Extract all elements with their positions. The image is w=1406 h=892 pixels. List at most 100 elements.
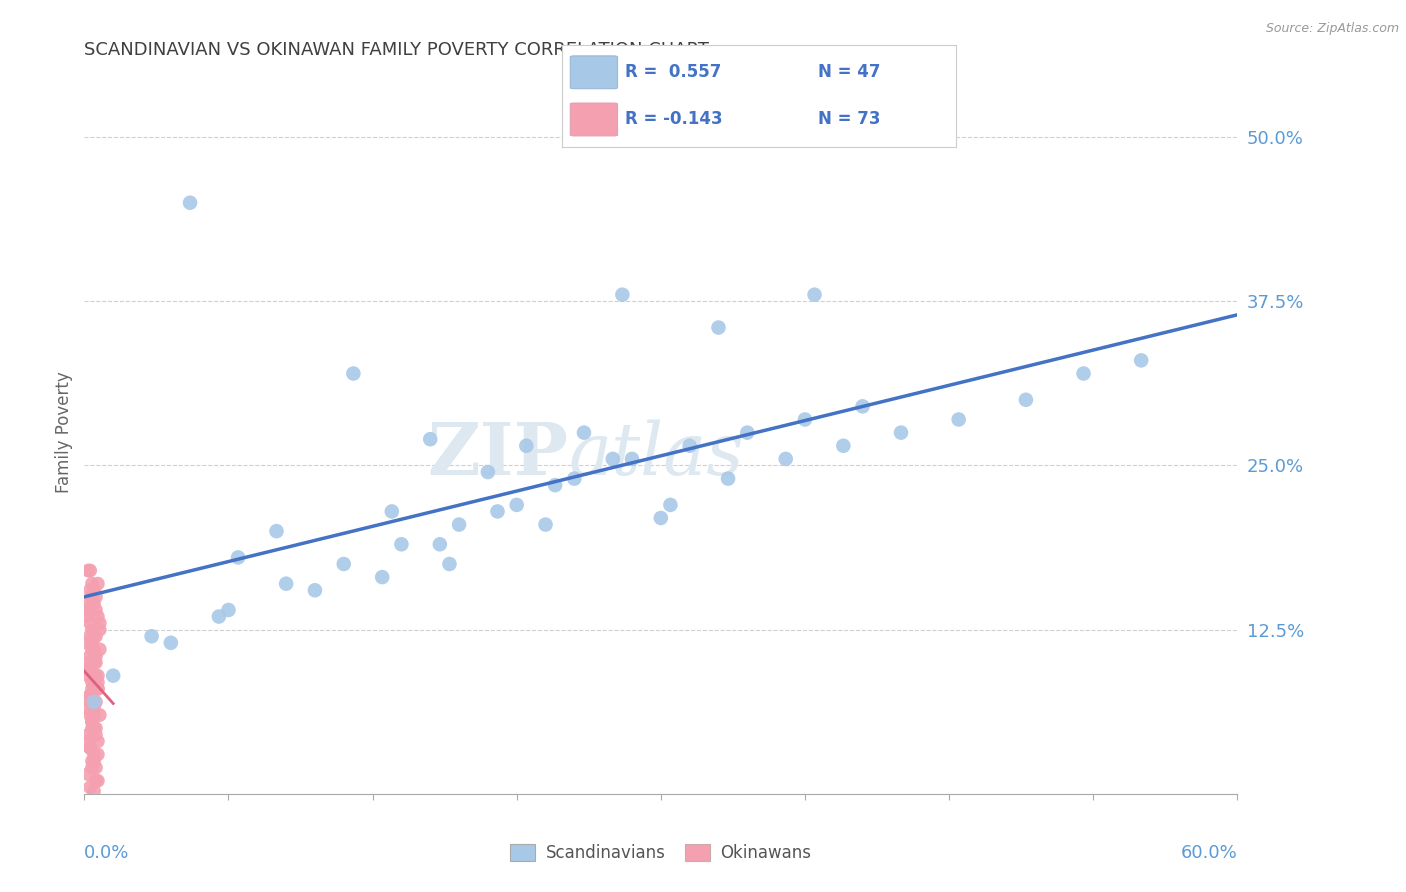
Point [544,478,567,492]
Point [439,557,461,571]
Point [77,767,100,781]
Point [77,734,100,748]
Point [79,564,101,578]
Point [80,576,103,591]
Point [83,721,105,735]
Point [80,714,103,729]
Point [80,681,103,696]
Point [208,609,231,624]
Point [79,648,101,663]
Text: N = 47: N = 47 [818,63,880,81]
Point [83,754,105,768]
Point [75,636,97,650]
Point [1130,353,1153,368]
Point [794,412,817,426]
Point [84,668,107,682]
Point [79,689,101,703]
FancyBboxPatch shape [571,56,617,88]
Point [79,583,101,598]
Point [84,695,107,709]
Point [304,583,326,598]
Text: ZIP: ZIP [427,419,568,490]
Point [650,511,672,525]
Point [84,721,107,735]
Point [449,517,471,532]
Point [429,537,451,551]
Point [83,784,105,798]
Point [89,642,111,657]
Point [852,400,875,414]
Text: atlas: atlas [568,419,744,490]
Point [87,773,110,788]
Text: Source: ZipAtlas.com: Source: ZipAtlas.com [1265,22,1399,36]
Point [79,708,101,723]
Point [83,701,105,715]
Point [84,648,107,663]
Point [141,629,163,643]
Point [602,451,624,466]
Point [371,570,394,584]
Point [79,740,101,755]
Point [486,504,509,518]
Point [534,517,557,532]
Point [333,557,356,571]
Point [948,412,970,426]
Point [87,747,110,762]
Point [77,728,100,742]
Point [80,636,103,650]
Point [572,425,595,440]
Point [621,451,644,466]
Point [80,761,103,775]
Point [381,504,404,518]
Legend: Scandinavians, Okinawans: Scandinavians, Okinawans [503,837,818,869]
Point [83,708,105,723]
Point [160,636,183,650]
Point [84,761,107,775]
Point [342,367,364,381]
Point [77,662,100,676]
Point [84,728,107,742]
Text: SCANDINAVIAN VS OKINAWAN FAMILY POVERTY CORRELATION CHART: SCANDINAVIAN VS OKINAWAN FAMILY POVERTY … [84,41,710,59]
Point [77,668,100,682]
Point [80,623,103,637]
Y-axis label: Family Poverty: Family Poverty [55,372,73,493]
FancyBboxPatch shape [571,103,617,136]
Point [84,629,107,643]
Point [77,564,100,578]
Point [79,740,101,755]
Point [77,662,100,676]
Point [83,583,105,598]
Point [77,596,100,610]
Point [506,498,529,512]
Point [391,537,413,551]
Point [226,550,249,565]
Point [87,576,110,591]
Point [103,668,124,682]
Point [84,656,107,670]
Point [218,603,240,617]
Point [83,656,105,670]
Point [737,425,759,440]
Text: R = -0.143: R = -0.143 [626,111,723,128]
Point [564,472,586,486]
Point [79,695,101,709]
Text: R =  0.557: R = 0.557 [626,63,721,81]
Point [83,695,105,709]
Text: 0.0%: 0.0% [84,845,129,863]
Point [87,668,110,682]
Point [83,596,105,610]
Point [80,590,103,604]
Point [419,432,441,446]
Point [87,681,110,696]
Point [87,609,110,624]
Point [84,603,107,617]
Text: 60.0%: 60.0% [1181,845,1237,863]
Point [803,287,825,301]
Point [775,451,797,466]
Point [832,439,855,453]
Point [266,524,288,538]
Point [77,656,100,670]
Point [80,642,103,657]
Text: N = 73: N = 73 [818,111,880,128]
Point [1073,367,1095,381]
